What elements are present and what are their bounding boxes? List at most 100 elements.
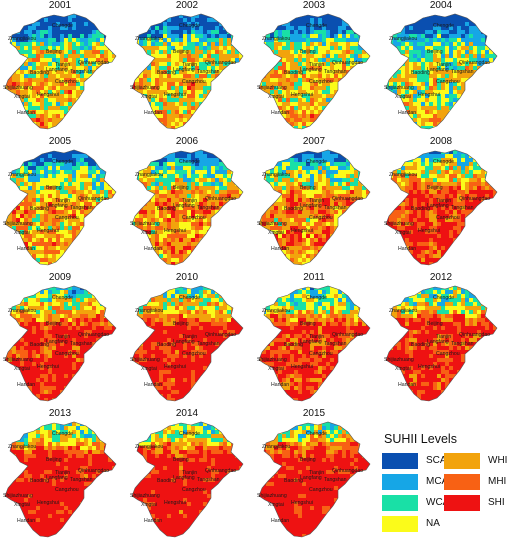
city-label-tangshan: Tangshan bbox=[324, 69, 347, 75]
city-label-langfang: Langfang bbox=[300, 339, 322, 345]
city-label-zhangjiakou: Zhangjiakou bbox=[389, 172, 417, 178]
city-label-chengde: Chengde bbox=[179, 159, 200, 165]
city-label-tianjin: Tianjin bbox=[55, 470, 70, 476]
year-label: 2002 bbox=[175, 0, 199, 11]
city-label-shijiazhuang: Shijiazhuang bbox=[130, 493, 160, 499]
region-boundary bbox=[4, 421, 117, 538]
city-label-beijing: Beijing bbox=[46, 49, 62, 55]
city-label-chengde: Chengde bbox=[52, 23, 73, 29]
city-label-langfang: Langfang bbox=[173, 475, 195, 481]
suhii-map-2013: Chengde Zhangjiakou Beijing Tianjin Qinhuang… bbox=[3, 421, 117, 538]
city-label-qinhuangdao: Qinhuangdao bbox=[332, 468, 363, 474]
map-panel-2011: 2011 Chengde Zhangjiakou Beijing Tianjin Qinh… bbox=[254, 272, 374, 408]
city-label-zhangjiakou: Zhangjiakou bbox=[389, 36, 417, 42]
year-label: 2005 bbox=[48, 136, 72, 147]
city-label-zhangjiakou: Zhangjiakou bbox=[389, 308, 417, 314]
legend-swatch bbox=[444, 473, 480, 490]
city-label-qinhuangdao: Qinhuangdao bbox=[78, 196, 109, 202]
city-label-tangshan: Tangshan bbox=[70, 69, 93, 75]
city-label-cangzhou: Cangzhou bbox=[182, 79, 206, 85]
city-label-shijiazhuang: Shijiazhuang bbox=[3, 493, 33, 499]
map-panel-2008: 2008 Chengde Zhangjiakou Beijing Tianjin Qinh… bbox=[381, 136, 501, 272]
suhii-map-2005: Chengde Zhangjiakou Beijing Tianjin Qinhuang… bbox=[3, 149, 117, 266]
city-label-cangzhou: Cangzhou bbox=[55, 79, 79, 85]
city-label-shijiazhuang: Shijiazhuang bbox=[257, 221, 287, 227]
legend-swatch bbox=[444, 494, 480, 511]
suhii-map-2009: Chengde Zhangjiakou Beijing Tianjin Qinhuang… bbox=[3, 285, 117, 402]
region-boundary bbox=[131, 149, 244, 266]
city-label-xingtai: Xingtai bbox=[268, 230, 284, 236]
city-label-cangzhou: Cangzhou bbox=[309, 215, 333, 221]
city-label-beijing: Beijing bbox=[300, 185, 316, 191]
city-label-tianjin: Tianjin bbox=[55, 334, 70, 340]
city-label-handan: Handan bbox=[17, 110, 35, 116]
legend-item-wca: WCA bbox=[382, 494, 449, 511]
city-label-tangshan: Tangshan bbox=[451, 341, 474, 347]
suhii-map-2011: Chengde Zhangjiakou Beijing Tianjin Qinhuang… bbox=[257, 285, 371, 402]
city-label-baoding: Baoding bbox=[284, 478, 303, 484]
city-label-chengde: Chengde bbox=[433, 23, 454, 29]
city-label-chengde: Chengde bbox=[52, 295, 73, 301]
city-label-cangzhou: Cangzhou bbox=[436, 79, 460, 85]
city-label-cangzhou: Cangzhou bbox=[309, 79, 333, 85]
city-label-tangshan: Tangshan bbox=[70, 477, 93, 483]
region-boundary bbox=[258, 149, 371, 266]
suhii-map-2010: Chengde Zhangjiakou Beijing Tianjin Qinhuang… bbox=[130, 285, 244, 402]
legend-label: NA bbox=[426, 518, 440, 529]
city-label-baoding: Baoding bbox=[157, 478, 176, 484]
legend-label: WCA bbox=[426, 497, 450, 508]
city-label-qinhuangdao: Qinhuangdao bbox=[78, 60, 109, 66]
city-label-hengshui: Hengshui bbox=[164, 364, 186, 370]
city-label-handan: Handan bbox=[17, 246, 35, 252]
city-label-baoding: Baoding bbox=[30, 70, 49, 76]
legend-label: WHI bbox=[488, 455, 507, 466]
region-boundary bbox=[4, 149, 117, 266]
city-label-shijiazhuang: Shijiazhuang bbox=[130, 221, 160, 227]
city-label-xingtai: Xingtai bbox=[14, 230, 30, 236]
city-label-hengshui: Hengshui bbox=[291, 228, 313, 234]
city-label-handan: Handan bbox=[144, 246, 162, 252]
city-label-tianjin: Tianjin bbox=[182, 62, 197, 68]
year-label: 2003 bbox=[302, 0, 326, 11]
city-label-handan: Handan bbox=[398, 382, 416, 388]
map-panel-2013: 2013 Chengde Zhangjiakou Beijing Tianjin Qinh… bbox=[0, 408, 120, 544]
legend-item-whi: WHI bbox=[444, 452, 507, 469]
city-label-hengshui: Hengshui bbox=[291, 92, 313, 98]
city-label-zhangjiakou: Zhangjiakou bbox=[8, 36, 36, 42]
legend-label: MHI bbox=[488, 476, 507, 487]
city-label-tianjin: Tianjin bbox=[309, 334, 324, 340]
city-label-handan: Handan bbox=[17, 382, 35, 388]
map-panel-2014: 2014 Chengde Zhangjiakou Beijing Tianjin Qinh… bbox=[127, 408, 247, 544]
city-label-qinhuangdao: Qinhuangdao bbox=[205, 60, 236, 66]
city-label-langfang: Langfang bbox=[46, 67, 68, 73]
city-label-zhangjiakou: Zhangjiakou bbox=[135, 308, 163, 314]
city-label-qinhuangdao: Qinhuangdao bbox=[205, 196, 236, 202]
city-label-baoding: Baoding bbox=[284, 206, 303, 212]
year-label: 2015 bbox=[302, 408, 326, 419]
map-panel-2015: 2015 Chengde Zhangjiakou Beijing Tianjin Qinh… bbox=[254, 408, 374, 544]
city-label-tianjin: Tianjin bbox=[309, 470, 324, 476]
legend-item-mca: MCA bbox=[382, 473, 448, 490]
city-label-baoding: Baoding bbox=[157, 70, 176, 76]
city-label-langfang: Langfang bbox=[173, 67, 195, 73]
map-panel-2010: 2010 Chengde Zhangjiakou Beijing Tianjin Qinh… bbox=[127, 272, 247, 408]
city-label-qinhuangdao: Qinhuangdao bbox=[205, 468, 236, 474]
city-label-langfang: Langfang bbox=[427, 203, 449, 209]
city-label-beijing: Beijing bbox=[427, 185, 443, 191]
city-label-langfang: Langfang bbox=[300, 475, 322, 481]
city-label-beijing: Beijing bbox=[173, 457, 189, 463]
city-label-chengde: Chengde bbox=[306, 431, 327, 437]
city-label-hengshui: Hengshui bbox=[37, 92, 59, 98]
city-label-shijiazhuang: Shijiazhuang bbox=[3, 357, 33, 363]
city-label-qinhuangdao: Qinhuangdao bbox=[78, 468, 109, 474]
year-label: 2006 bbox=[175, 136, 199, 147]
city-label-xingtai: Xingtai bbox=[395, 366, 411, 372]
city-label-chengde: Chengde bbox=[433, 295, 454, 301]
city-label-zhangjiakou: Zhangjiakou bbox=[8, 308, 36, 314]
city-label-beijing: Beijing bbox=[173, 185, 189, 191]
city-label-beijing: Beijing bbox=[300, 457, 316, 463]
city-label-langfang: Langfang bbox=[46, 475, 68, 481]
city-label-chengde: Chengde bbox=[179, 23, 200, 29]
city-label-baoding: Baoding bbox=[411, 342, 430, 348]
year-label: 2014 bbox=[175, 408, 199, 419]
